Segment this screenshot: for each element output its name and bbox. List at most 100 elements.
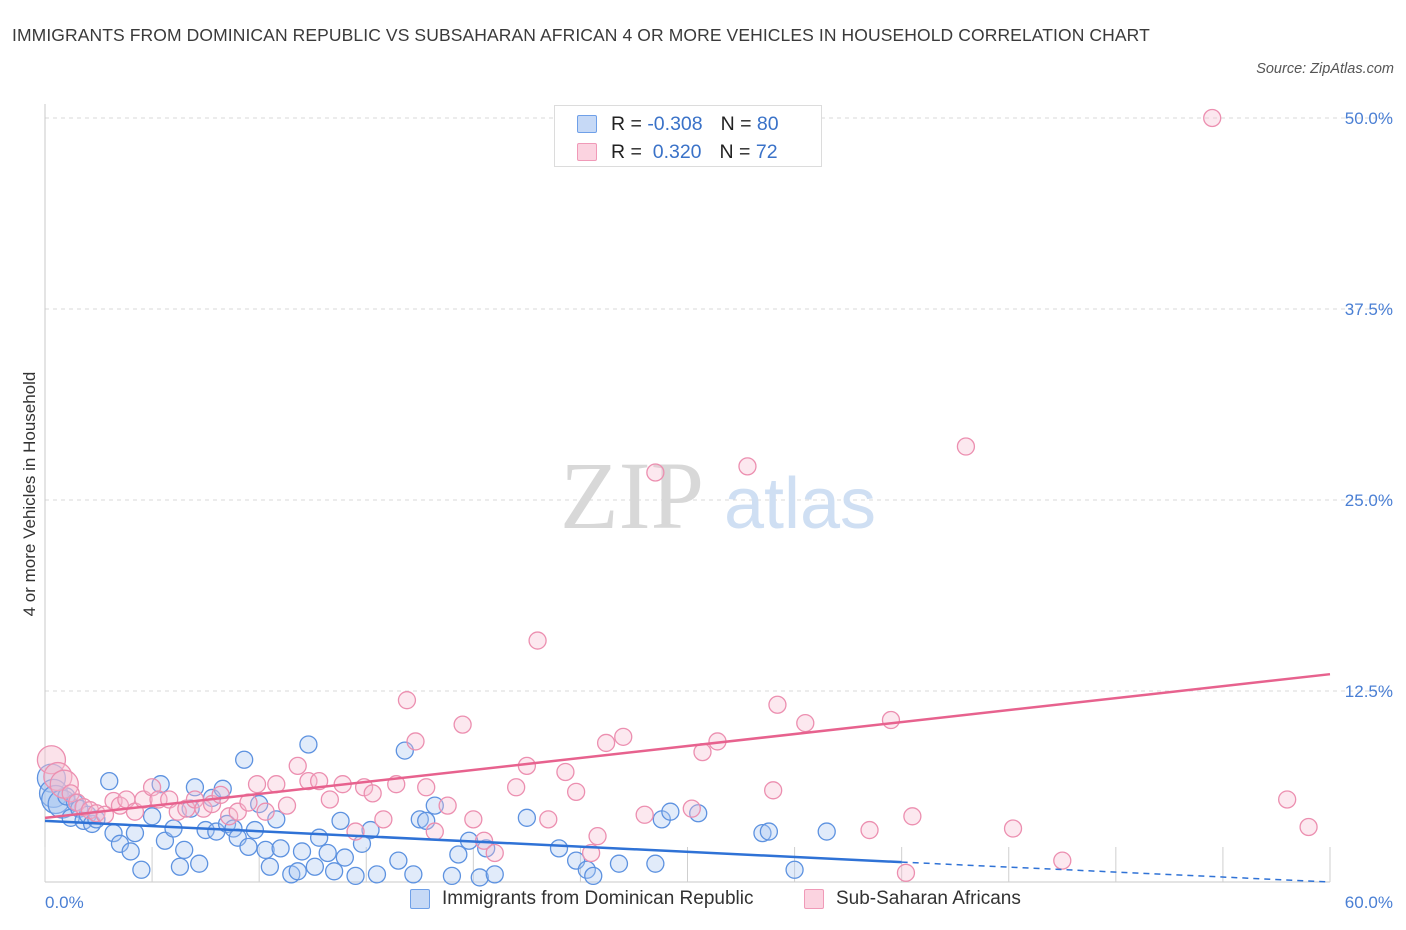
data-point bbox=[682, 799, 701, 818]
data-point bbox=[309, 828, 329, 847]
data-point bbox=[646, 854, 665, 873]
legend-n-label: N = bbox=[719, 140, 756, 163]
legend-row-dominican: R = -0.308 N = 80 bbox=[577, 111, 779, 137]
data-point bbox=[239, 837, 258, 857]
data-point bbox=[299, 772, 318, 791]
legend-swatch-blue bbox=[410, 889, 430, 909]
data-point bbox=[404, 865, 423, 884]
data-point bbox=[320, 790, 339, 809]
trend-lines bbox=[44, 672, 1331, 883]
legend-swatch-pink bbox=[577, 143, 597, 161]
legend-swatch-blue bbox=[577, 115, 597, 133]
data-point bbox=[1299, 817, 1318, 837]
data-point bbox=[817, 822, 836, 841]
legend-swatch-pink bbox=[804, 889, 824, 909]
trend-line-subsaharan bbox=[44, 672, 1331, 820]
data-point bbox=[517, 808, 537, 827]
legend-item-label: Immigrants from Dominican Republic bbox=[442, 888, 754, 909]
data-point bbox=[277, 796, 297, 815]
data-point bbox=[596, 733, 616, 753]
data-point bbox=[397, 691, 417, 710]
data-point bbox=[374, 810, 393, 829]
data-point bbox=[331, 811, 350, 831]
data-point bbox=[1053, 851, 1072, 870]
data-point bbox=[410, 810, 429, 829]
data-point bbox=[1003, 819, 1023, 838]
data-point bbox=[367, 865, 387, 884]
data-point bbox=[324, 862, 344, 881]
data-point bbox=[635, 805, 654, 824]
data-point bbox=[406, 732, 425, 751]
data-point bbox=[121, 842, 140, 861]
data-point bbox=[417, 778, 436, 797]
legend-n-value: 80 bbox=[756, 112, 779, 135]
data-point bbox=[507, 778, 526, 797]
data-point bbox=[175, 840, 194, 860]
data-point bbox=[100, 772, 119, 791]
data-point bbox=[796, 713, 815, 733]
data-point bbox=[609, 854, 629, 873]
axes bbox=[44, 104, 1331, 883]
data-point bbox=[470, 868, 489, 887]
watermark-atlas: atlas bbox=[724, 464, 876, 544]
data-point bbox=[288, 862, 307, 881]
series-legend: Immigrants from Dominican Republic Sub-S… bbox=[0, 888, 1406, 916]
trend-line-dominican bbox=[44, 819, 902, 864]
legend-r-value: 0.320 bbox=[647, 140, 702, 163]
legend-r-value: -0.308 bbox=[647, 112, 703, 135]
data-point bbox=[211, 785, 230, 805]
data-point bbox=[860, 820, 879, 840]
data-point bbox=[442, 866, 462, 886]
data-point bbox=[464, 810, 483, 829]
legend-n-value: 72 bbox=[755, 140, 778, 163]
y-tick-label: 50.0% bbox=[1345, 109, 1393, 128]
data-point bbox=[346, 822, 365, 841]
series-dominican-points bbox=[36, 735, 836, 887]
data-point bbox=[1203, 108, 1222, 128]
data-point bbox=[305, 857, 325, 876]
data-point bbox=[896, 863, 916, 882]
data-point bbox=[170, 857, 190, 876]
data-point bbox=[549, 839, 569, 858]
series-subsaharan-points bbox=[36, 108, 1318, 882]
tick-labels: 12.5% 25.0% 37.5% 50.0% 0.0% 60.0% bbox=[45, 109, 1393, 912]
data-point bbox=[190, 854, 209, 873]
data-point bbox=[256, 802, 275, 821]
gridlines bbox=[45, 117, 1392, 692]
data-point bbox=[425, 796, 444, 815]
data-point bbox=[768, 695, 787, 714]
data-point bbox=[539, 810, 558, 829]
data-point bbox=[556, 762, 575, 782]
legend-item-dominican: Immigrants from Dominican Republic bbox=[410, 888, 754, 910]
data-point bbox=[260, 857, 280, 876]
source-label: Source: ZipAtlas.com bbox=[1256, 61, 1394, 77]
data-point bbox=[588, 827, 607, 846]
watermark-zip: ZIP bbox=[560, 442, 704, 549]
y-tick-label: 25.0% bbox=[1345, 491, 1393, 510]
data-point bbox=[1278, 790, 1297, 809]
y-tick-label: 37.5% bbox=[1345, 300, 1393, 319]
data-point bbox=[438, 796, 457, 815]
data-point bbox=[61, 784, 80, 803]
data-point bbox=[485, 865, 504, 884]
data-point bbox=[335, 848, 354, 867]
x-tick-label: 60.0% bbox=[1345, 893, 1393, 912]
data-point bbox=[235, 750, 254, 769]
data-point bbox=[614, 727, 633, 746]
data-point bbox=[425, 822, 444, 841]
data-point bbox=[956, 437, 976, 456]
data-point bbox=[125, 823, 145, 843]
data-point bbox=[271, 839, 290, 858]
legend-n-label: N = bbox=[720, 112, 757, 135]
legend-r-label: R = bbox=[611, 140, 648, 163]
legend-r-label: R = bbox=[611, 112, 648, 135]
data-point bbox=[247, 775, 267, 794]
data-point bbox=[309, 772, 329, 791]
data-point bbox=[738, 457, 757, 476]
data-point bbox=[759, 822, 779, 841]
data-point bbox=[346, 866, 365, 886]
data-point bbox=[132, 860, 151, 879]
data-point bbox=[292, 842, 312, 861]
data-point bbox=[220, 807, 239, 826]
